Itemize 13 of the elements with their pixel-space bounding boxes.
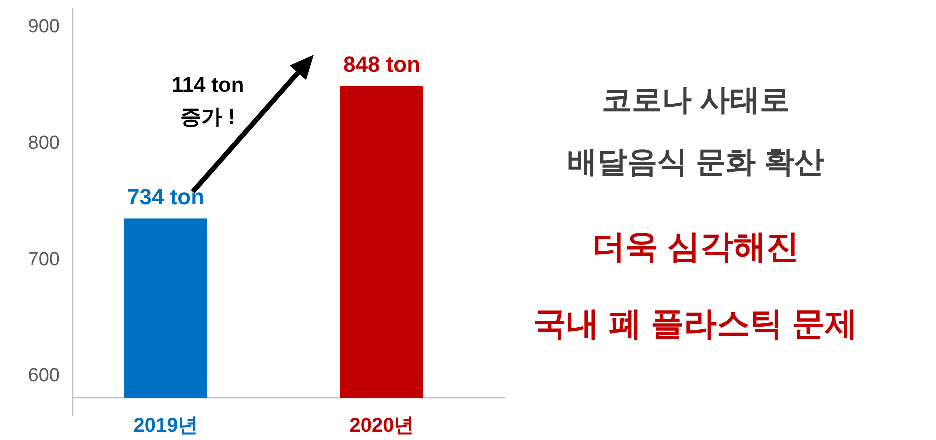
- data-label: 848 ton: [343, 52, 421, 77]
- text: 더욱 심각해진: [592, 228, 800, 265]
- x-tick-label: 2019년: [134, 415, 198, 437]
- y-tick-label: 900: [28, 16, 60, 38]
- data-label: 734 ton: [127, 184, 205, 210]
- text: 코로나 사태로: [602, 84, 790, 117]
- annotation: 114 ton 증가 !: [172, 74, 244, 129]
- y-tick-label: 800: [28, 132, 60, 154]
- text: 국내 폐 플라스틱 문제: [534, 305, 858, 342]
- y-tick-label: 700: [28, 249, 60, 270]
- x-tick-label: 2020년: [350, 415, 414, 437]
- y-tick-label: 600: [28, 366, 60, 387]
- text: 배달음식 문화 확산: [568, 146, 824, 179]
